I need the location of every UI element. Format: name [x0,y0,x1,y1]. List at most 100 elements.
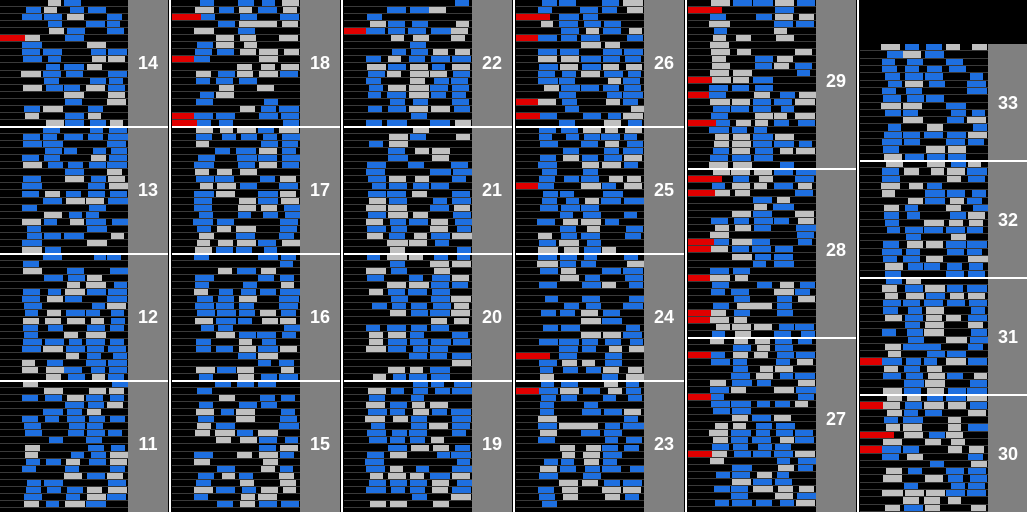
pattern-row [688,479,816,486]
pattern-row [0,42,128,49]
cell-blue [602,318,621,324]
cell-gray [43,346,63,352]
pattern-row [344,395,472,402]
cell-blue [967,168,986,174]
pattern-row [0,459,128,466]
cell-gray [712,56,726,62]
pattern-row [860,497,988,504]
cell-blue [410,134,426,140]
pattern-row [0,85,128,92]
cell-blue [711,113,729,119]
cell-blue [66,494,80,500]
cell-blue [560,191,573,197]
cell-blue [46,501,59,507]
cell-gray [778,486,793,492]
cell-blue [906,373,923,379]
pattern-row [0,212,128,219]
cell-blue [367,162,386,168]
pattern-row [688,204,816,211]
cell-blue [410,339,428,345]
pattern-row [860,490,988,497]
cell-blue [27,233,42,239]
cell-blue [946,59,963,65]
cell-blue [86,212,99,218]
cell-blue [412,494,427,500]
cell-blue [195,49,212,55]
cell-gray [263,459,279,465]
cell-blue [239,78,257,84]
cell-blue [925,73,943,79]
cell-blue [949,66,967,72]
cell-gray [605,42,620,48]
cell-blue [623,99,637,105]
cell-gray [710,99,730,105]
pattern-row [0,240,128,247]
cell-blue [624,85,641,91]
pattern-row [172,303,300,310]
cell-blue [197,42,213,48]
cell-red [688,176,722,182]
pattern-row [688,120,816,127]
cell-blue [216,318,235,324]
cell-blue [538,7,552,13]
cell-blue [413,346,428,352]
cell-blue [390,402,407,408]
pattern-row [516,445,644,452]
cell-blue [281,501,299,507]
cell-gray [23,85,42,91]
cell-gray [560,64,578,70]
cell-gray [87,240,107,246]
cell-blue [197,226,212,232]
cell-blue [410,42,426,48]
pattern-row [344,353,472,360]
pattern-row [172,162,300,169]
cell-blue [389,183,407,189]
cell-gray [387,240,407,246]
cell-blue [564,303,579,309]
panel-label: 23 [644,434,684,455]
cell-gray [602,487,621,493]
cell-gray [627,261,643,267]
pattern-row [688,282,816,289]
cell-blue [410,332,424,338]
cell-blue [284,205,300,211]
cell-gray [431,106,450,112]
cell-blue [453,71,470,77]
cell-gray [107,303,126,309]
cell-gray [603,64,619,70]
cell-gray [712,63,730,69]
cell-gray [949,220,964,226]
cell-blue [22,205,37,211]
cell-blue [452,99,468,105]
cell-blue [540,402,555,408]
cell-gray [433,445,450,451]
cell-blue [753,141,773,147]
cell-blue [87,325,106,331]
cell-blue [87,346,104,352]
cell-gray [775,0,794,6]
cell-gray [712,77,730,83]
cell-blue [88,106,102,112]
cell-red [688,7,722,13]
cell-blue [564,176,579,182]
pattern-row [172,198,300,205]
cell-blue [624,198,644,204]
cell-blue [408,28,426,34]
pattern-row [688,408,816,415]
cell-blue [775,444,792,450]
cell-gray [563,219,578,225]
cell-gray [581,332,601,338]
panel-label: 28 [816,240,856,261]
cell-blue [712,444,729,450]
pattern-row [688,14,816,21]
cell-blue [543,191,557,197]
cell-gray [602,162,621,168]
cell-blue [710,155,729,161]
cell-blue [559,346,578,352]
cell-gray [217,169,232,175]
cell-blue [201,325,215,331]
pattern-row [860,212,988,219]
pattern-row [688,225,816,232]
cell-gray [23,318,39,324]
pattern-row [688,183,816,190]
